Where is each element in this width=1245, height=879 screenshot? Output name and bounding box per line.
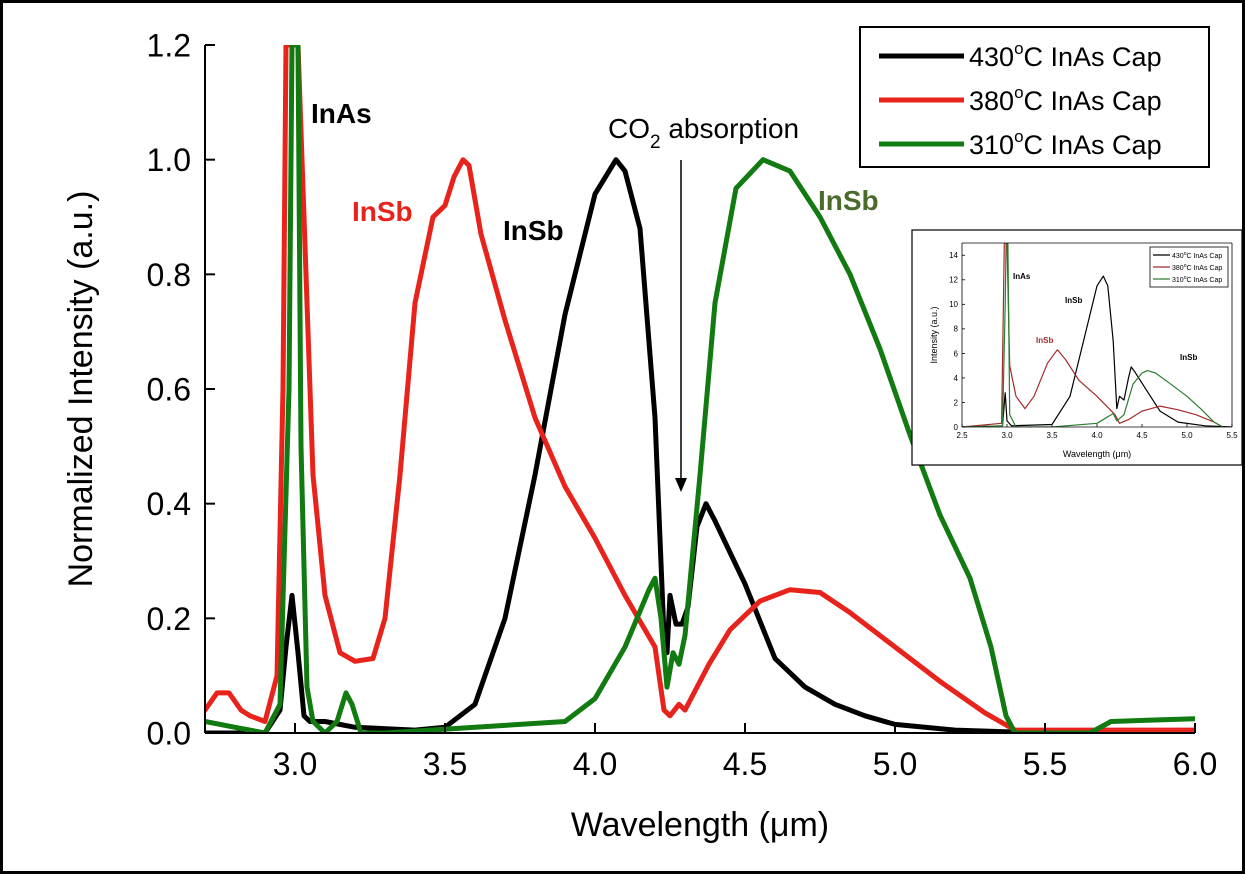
co2-arrowhead xyxy=(675,478,687,492)
inset-legend-label-430: 430oC InAs Cap xyxy=(1172,251,1222,260)
legend-label-430: 430oC InAs Cap xyxy=(969,39,1162,72)
inset-legend: 430oC InAs Cap 380oC InAs Cap 310oC InAs… xyxy=(1149,246,1229,288)
x-tick-label: 3.5 xyxy=(423,746,467,782)
y-tick-label: 0.6 xyxy=(147,372,191,408)
y-tick-label: 0.4 xyxy=(147,486,191,522)
x-tick-label: 6.0 xyxy=(1173,746,1217,782)
inset-series-line-1 xyxy=(962,243,1224,427)
series-line-1 xyxy=(205,45,1195,733)
insb-label-red: InSb xyxy=(352,196,413,227)
inset-insb-label-black: InSb xyxy=(1065,296,1082,305)
legend-label-380: 380oC InAs Cap xyxy=(969,83,1162,116)
x-tick-label: 5.5 xyxy=(1023,746,1067,782)
co2-absorption-annotation: CO2 absorption xyxy=(608,113,799,492)
y-tick-label: 1.0 xyxy=(147,142,191,178)
inset-y-tick-label: 0 xyxy=(954,423,959,432)
inas-peak-label: InAs xyxy=(311,98,372,129)
x-tick-label: 5.0 xyxy=(873,746,917,782)
inset-x-tick-label: 3.5 xyxy=(1046,431,1058,440)
y-tick-label: 1.2 xyxy=(147,28,191,64)
inset-x-tick-label: 4.5 xyxy=(1136,431,1148,440)
inset-series-line-2 xyxy=(962,243,1224,427)
inset-x-axis-title: Wavelength (μm) xyxy=(1063,449,1131,459)
y-axis-title: Normalized Intensity (a.u.) xyxy=(62,191,100,588)
inset-x-tick-label: 3.0 xyxy=(1001,431,1013,440)
x-axis-title: Wavelength (μm) xyxy=(571,806,829,844)
inset-insb-label-red: InSb xyxy=(1036,336,1053,345)
x-tick-label: 4.5 xyxy=(723,746,767,782)
y-tick-label: 0.2 xyxy=(147,601,191,637)
inset-insb-label-green: InSb xyxy=(1180,353,1197,362)
svg-text:CO2 absorption: CO2 absorption xyxy=(608,113,799,153)
series-line-0 xyxy=(205,157,1195,733)
x-tick-label: 3.0 xyxy=(273,746,317,782)
inset-series-line-0 xyxy=(962,275,1232,427)
insb-label-black: InSb xyxy=(503,215,564,246)
inset-y-tick-label: 14 xyxy=(949,251,958,260)
inset-y-tick-label: 4 xyxy=(954,374,959,383)
inset-legend-label-380: 380oC InAs Cap xyxy=(1172,263,1222,272)
inset-y-tick-label: 8 xyxy=(954,325,959,334)
y-tick-label: 0.8 xyxy=(147,257,191,293)
inset-x-tick-label: 5.5 xyxy=(1226,431,1238,440)
x-tick-label: 4.0 xyxy=(573,746,617,782)
inset-legend-label-310: 310oC InAs Cap xyxy=(1172,275,1222,284)
inset-y-tick-label: 6 xyxy=(954,349,959,358)
inset-inas-label: InAs xyxy=(1013,272,1031,281)
inset-x-tick-label: 4.0 xyxy=(1091,431,1103,440)
inset-x-tick-label: 5.0 xyxy=(1181,431,1193,440)
inset-y-axis-title: Intensity (a.u.) xyxy=(929,306,939,363)
inset-y-tick-label: 2 xyxy=(954,398,959,407)
insb-label-green: InSb xyxy=(818,185,879,216)
main-chart: 3.0 3.5 4.0 4.5 5.0 5.5 6.0 0.0 0.2 0.4 0.6 0.8 1.0 1… xyxy=(62,26,1217,844)
inset-chart: 2.5 3.0 3.5 4.0 4.5 5.0 5.5 0 2 4 6 8 10 12 14 Intensi… xyxy=(911,229,1243,466)
inset-y-tick-label: 12 xyxy=(949,276,958,285)
y-tick-label: 0.0 xyxy=(147,716,191,752)
inset-x-tick-label: 2.5 xyxy=(956,431,968,440)
legend-label-310: 310oC InAs Cap xyxy=(969,127,1162,160)
series-line-2 xyxy=(205,45,1195,733)
inset-y-tick-label: 10 xyxy=(949,300,958,309)
main-legend: 430oC InAs Cap 380oC InAs Cap 310oC InAs… xyxy=(859,26,1210,168)
